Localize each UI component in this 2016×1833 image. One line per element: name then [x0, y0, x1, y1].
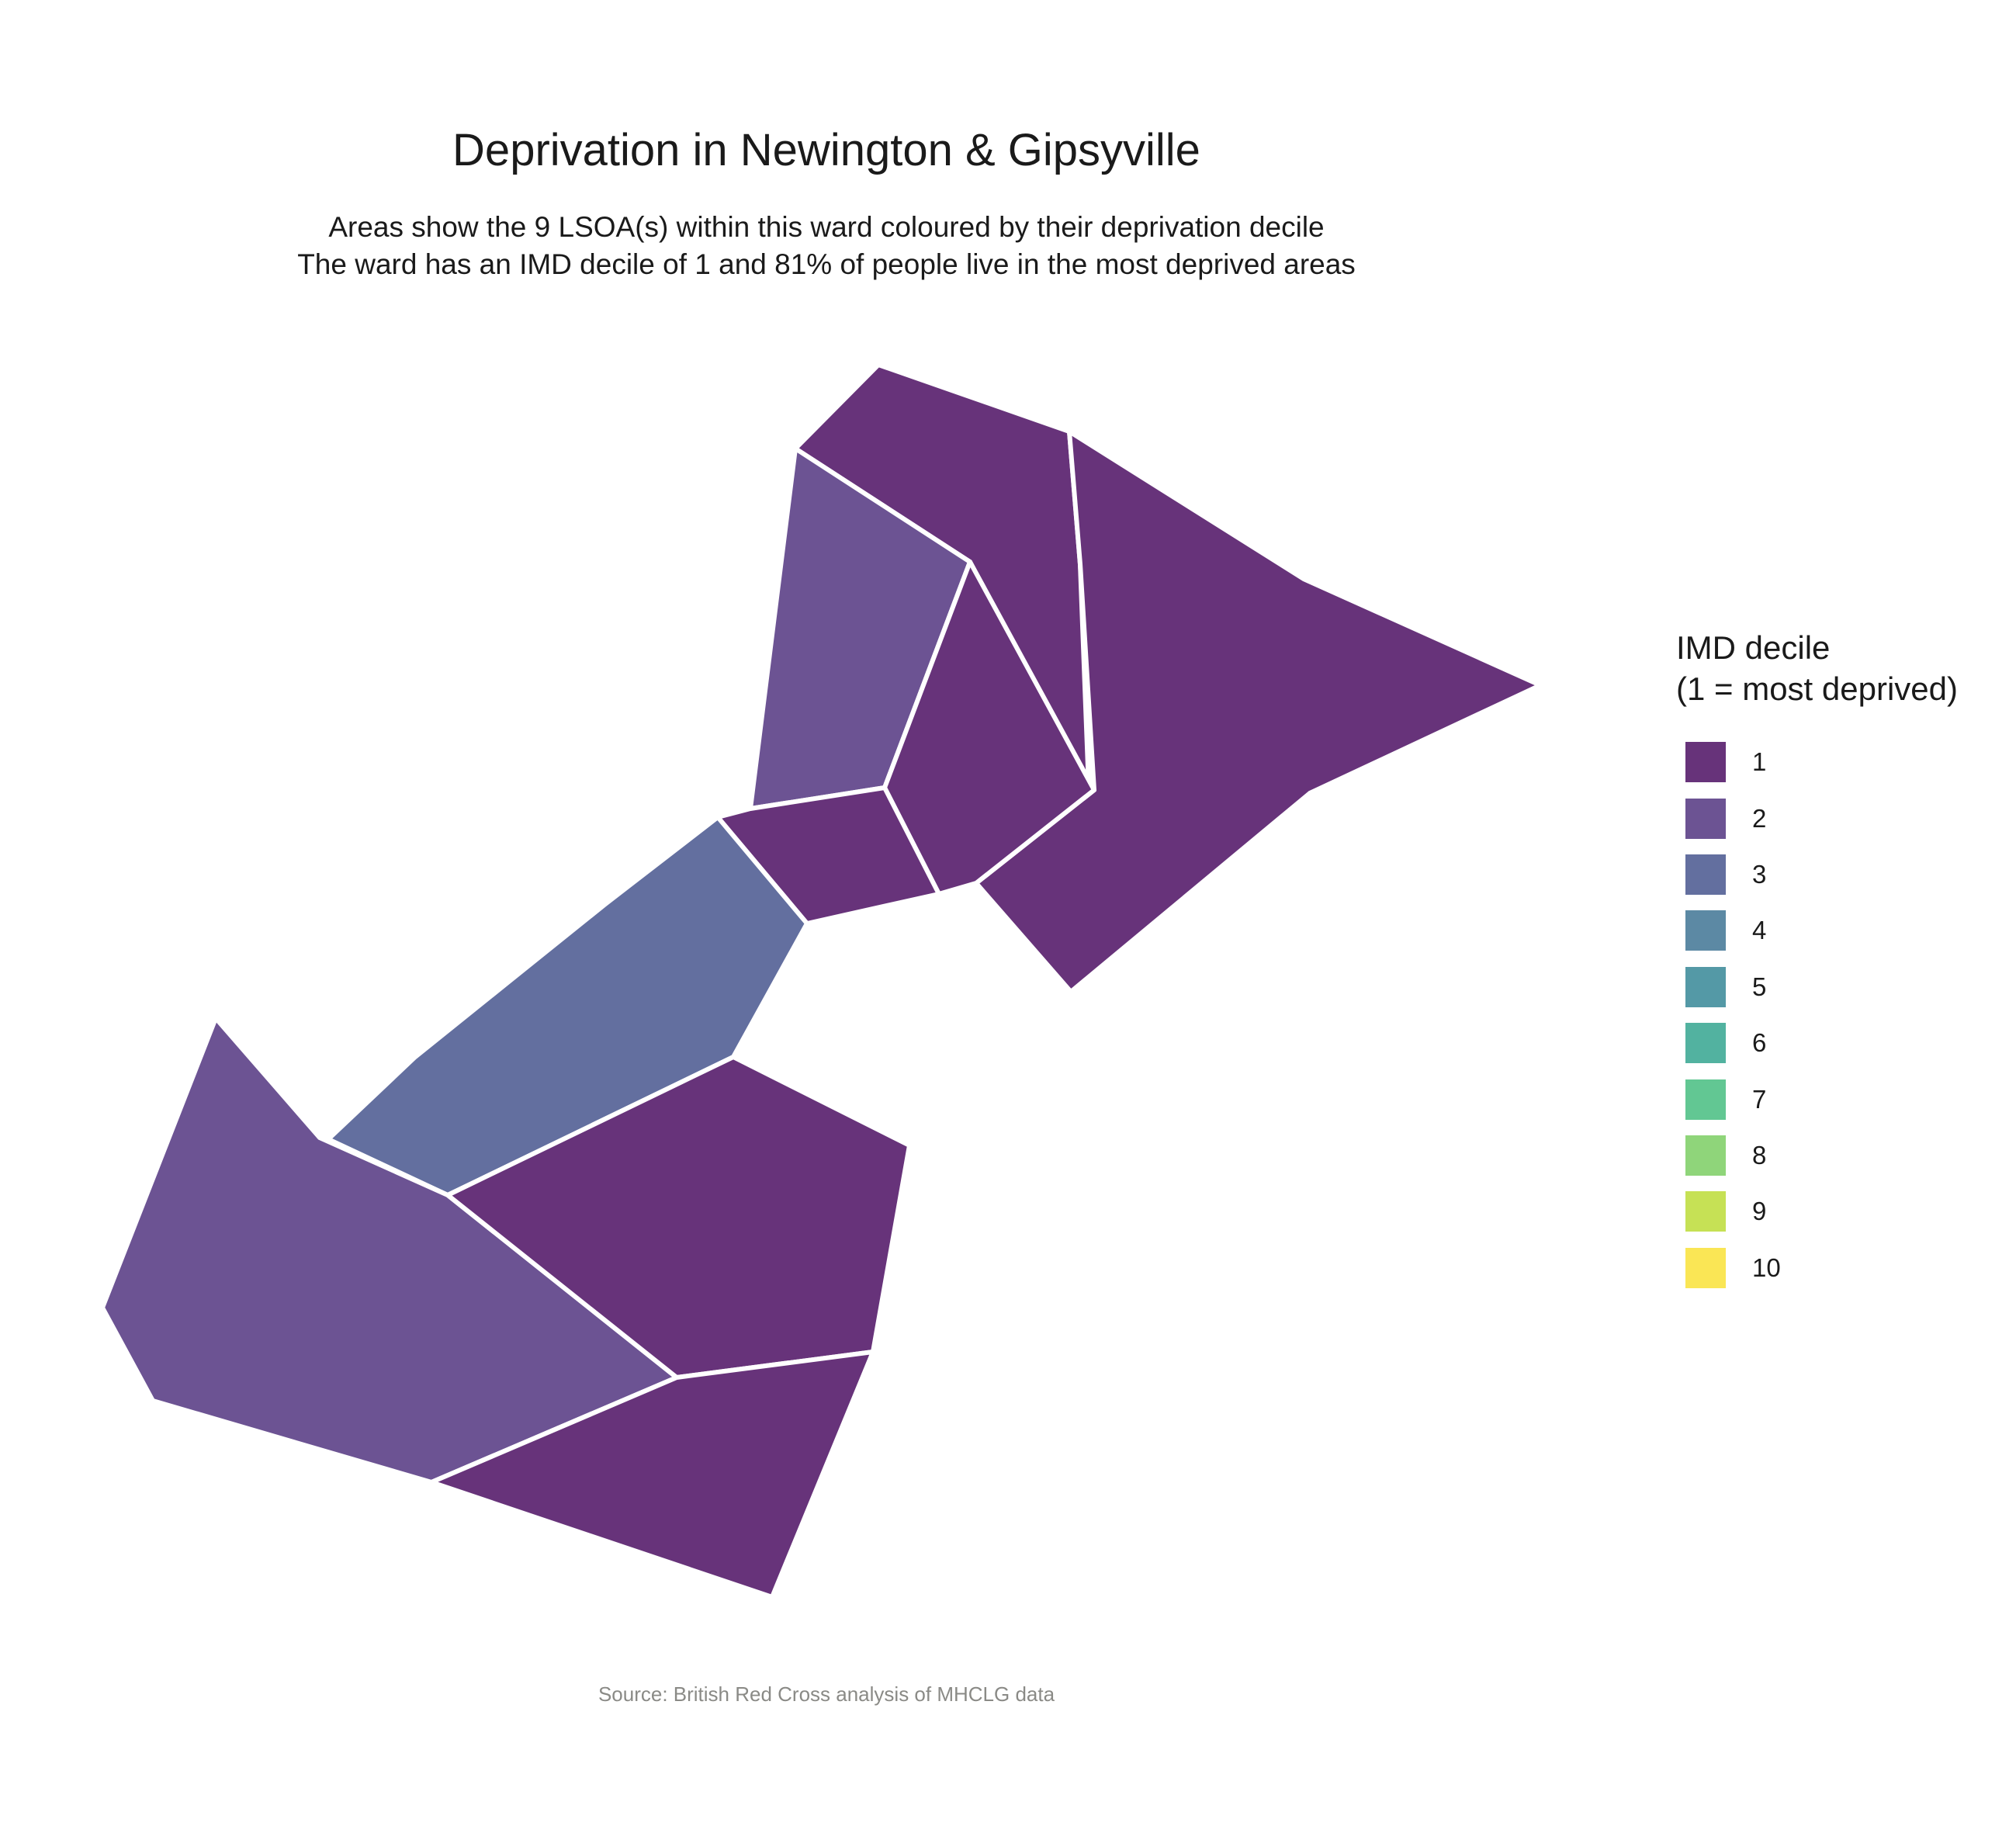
legend-swatch	[1685, 798, 1726, 839]
legend-swatch	[1685, 910, 1726, 951]
legend-label: 8	[1752, 1140, 1767, 1169]
legend-swatch	[1685, 742, 1726, 783]
legend-item: 10	[1676, 1240, 1958, 1296]
legend-item: 6	[1676, 1015, 1958, 1071]
legend-item: 8	[1676, 1128, 1958, 1183]
legend-swatch	[1685, 1023, 1726, 1064]
legend-swatch	[1685, 1247, 1726, 1288]
legend: IMD decile (1 = most deprived) 1 2 3 4 5…	[1676, 627, 1958, 1296]
legend-swatch	[1685, 1135, 1726, 1176]
lsoa-south-bottom	[429, 1350, 875, 1599]
legend-title-line-1: IMD decile	[1676, 629, 1831, 666]
legend-item: 1	[1676, 734, 1958, 790]
source-caption: Source: British Red Cross analysis of MH…	[598, 1682, 1055, 1706]
legend-label: 4	[1752, 916, 1767, 945]
legend-swatch	[1685, 966, 1726, 1007]
legend-title-line-2: (1 = most deprived)	[1676, 670, 1958, 707]
legend-item: 3	[1676, 847, 1958, 903]
legend-items: 1 2 3 4 5 6 7 8	[1676, 734, 1958, 1296]
legend-label: 3	[1752, 859, 1767, 889]
lsoa-north-small	[715, 785, 941, 926]
legend-swatch	[1685, 1191, 1726, 1232]
legend-label: 10	[1752, 1253, 1781, 1282]
legend-swatch	[1685, 854, 1726, 895]
legend-label: 1	[1752, 747, 1767, 777]
legend-item: 5	[1676, 959, 1958, 1015]
legend-label: 9	[1752, 1197, 1767, 1226]
legend-label: 7	[1752, 1084, 1767, 1114]
legend-label: 6	[1752, 1028, 1767, 1058]
lsoa-east-large	[974, 429, 1543, 994]
legend-item: 9	[1676, 1183, 1958, 1239]
lsoa-south-middle	[445, 1055, 912, 1380]
legend-item: 2	[1676, 790, 1958, 846]
legend-label: 2	[1752, 803, 1767, 833]
map-subtitle-line-2: The ward has an IMD decile of 1 and 81% …	[297, 248, 1356, 280]
legend-label: 5	[1752, 972, 1767, 1001]
legend-title: IMD decile (1 = most deprived)	[1676, 627, 1958, 709]
map-subtitle-line-1: Areas show the 9 LSOA(s) within this war…	[328, 211, 1325, 243]
map-title: Deprivation in Newington & Gipsyville	[452, 125, 1200, 175]
legend-item: 4	[1676, 903, 1958, 958]
legend-swatch	[1685, 1079, 1726, 1120]
lsoa-north-middle	[882, 560, 1096, 896]
legend-item: 7	[1676, 1071, 1958, 1127]
